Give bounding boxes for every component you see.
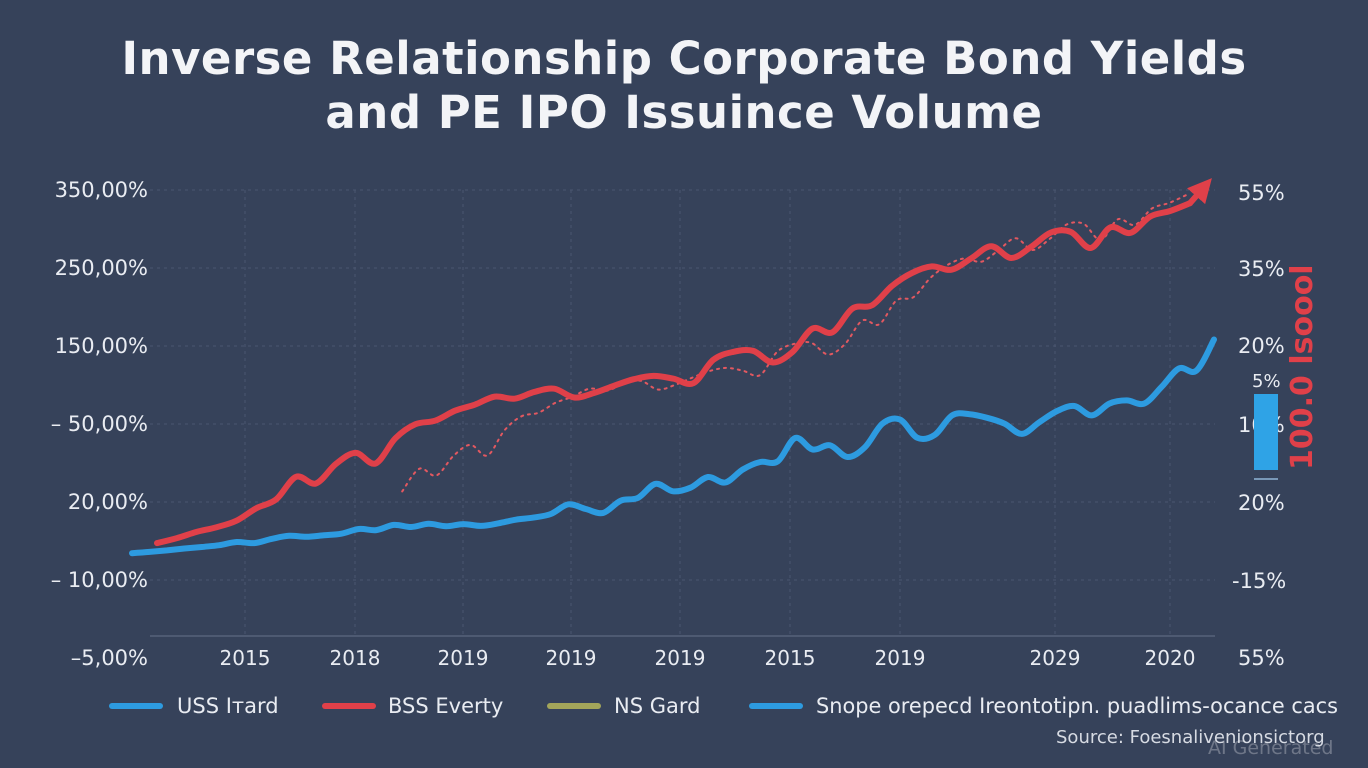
legend-label: BSS Everty (388, 694, 503, 718)
left-tick-label: 350,00% (55, 178, 148, 202)
right-inset-bar (1254, 394, 1278, 470)
x-tick-label: 2029 (1030, 646, 1081, 670)
x-tick-label: 2018 (330, 646, 381, 670)
x-tick-label: 2015 (765, 646, 816, 670)
legend-label: NS Gard (614, 694, 700, 718)
right-axis: 55% 35% 20% 10% 20% -15% 55% 5% 100.0 ls… (1232, 181, 1320, 670)
right-axis-title: 100.0 lsoool (1285, 264, 1320, 470)
left-axis: 350,00% 250,00% 150,00% – 50,00% 20,00% … (51, 178, 148, 670)
red-series-line (154, 200, 1193, 547)
chart-title-line-1: Inverse Relationship Corporate Bond Yiel… (121, 32, 1247, 85)
left-tick-label: – 10,00% (51, 568, 148, 592)
legend-item[interactable]: NS Gard (547, 694, 700, 718)
left-tick-label: 150,00% (55, 334, 148, 358)
right-tick-label: 20% (1238, 334, 1285, 358)
right-inset-label: 5% (1252, 371, 1281, 392)
legend: USS Ітаrd BSS Everty NS Gard Snope orepe… (109, 694, 1338, 718)
x-tick-label: 2020 (1145, 646, 1196, 670)
blue-series-line (129, 336, 1217, 557)
legend-item[interactable]: USS Ітаrd (109, 694, 279, 718)
legend-label: USS Ітаrd (177, 694, 279, 718)
ai-generated-watermark: AI Generated (1208, 737, 1334, 759)
right-tick-label: 55% (1238, 646, 1285, 670)
x-tick-label: 2019 (546, 646, 597, 670)
right-tick-label: 20% (1238, 491, 1285, 515)
source-note: Source: Foesnalivenionsictorg (1056, 727, 1325, 748)
left-tick-label: 250,00% (55, 256, 148, 280)
left-tick-label: –5,00% (71, 646, 148, 670)
right-tick-label: 55% (1238, 181, 1285, 205)
right-tick-label: -15% (1232, 569, 1286, 593)
left-tick-label: 20,00% (68, 490, 148, 514)
x-tick-label: 2015 (220, 646, 271, 670)
left-tick-label: – 50,00% (51, 412, 148, 436)
legend-label: Snope orepecd Ireontotipn. puadlims-ocan… (816, 694, 1338, 718)
x-tick-label: 2019 (655, 646, 706, 670)
red-series-dotted-line (401, 194, 1187, 493)
legend-item[interactable]: BSS Everty (322, 694, 503, 718)
x-tick-label: 2019 (875, 646, 926, 670)
legend-item[interactable]: Snope orepecd Ireontotipn. puadlims-ocan… (749, 694, 1338, 718)
x-axis: 2015 2018 2019 2019 2019 2015 2019 2029 … (220, 646, 1196, 670)
right-tick-label: 35% (1238, 257, 1285, 281)
x-tick-label: 2019 (438, 646, 489, 670)
chart-title-line-2: and PE IPO Issuince Volume (325, 86, 1043, 139)
gridlines (150, 189, 1215, 636)
red-series-arrow (1187, 178, 1212, 207)
chart-title: Inverse Relationship Corporate Bond Yiel… (0, 32, 1368, 140)
